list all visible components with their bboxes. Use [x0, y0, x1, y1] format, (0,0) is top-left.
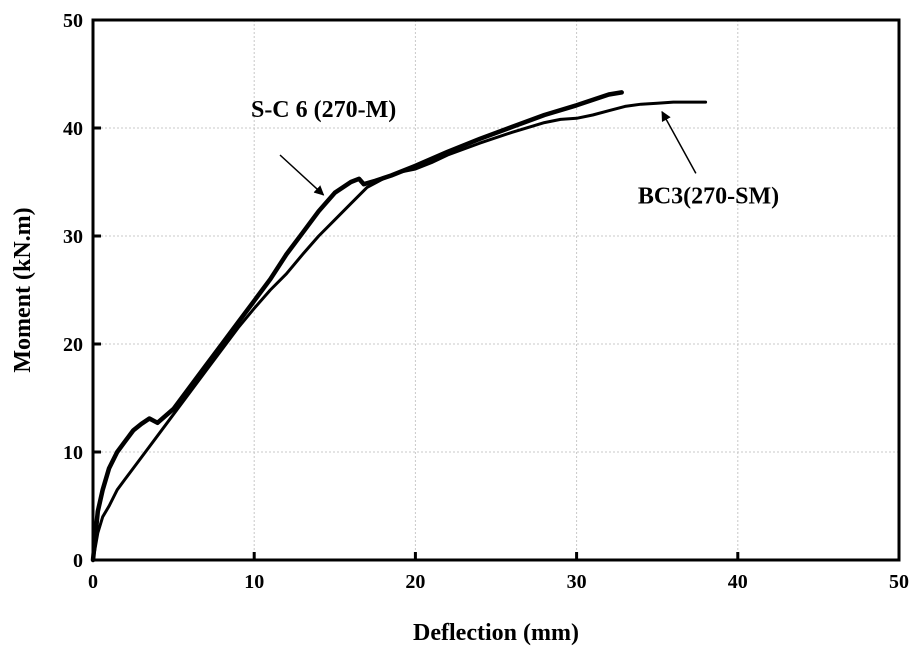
annotation-label: BC3(270-SM) — [638, 184, 779, 210]
x-axis-title: Deflection (mm) — [413, 620, 579, 646]
y-tick-label: 0 — [73, 550, 83, 572]
x-tick-label: 40 — [728, 571, 748, 593]
x-tick-label: 0 — [88, 571, 98, 593]
x-tick-label: 20 — [405, 571, 425, 593]
annotation-arrow — [279, 154, 325, 196]
y-tick-label: 30 — [63, 226, 83, 248]
annotation-arrow — [661, 110, 697, 174]
y-tick-label: 40 — [63, 118, 83, 140]
x-tick-label: 30 — [567, 571, 587, 593]
series-line-2 — [91, 100, 708, 562]
plot-frame — [91, 18, 901, 562]
axis-ticks: 0 10 20 30 40 50 0 10 20 30 40 50 — [63, 10, 909, 593]
grid-lines — [93, 20, 899, 560]
series-lines — [90, 90, 708, 563]
annotations: S-C 6 (270-M) BC3(270-SM) — [251, 97, 779, 209]
annotation-label: S-C 6 (270-M) — [251, 97, 396, 123]
y-tick-label: 50 — [63, 10, 83, 32]
x-tick-label: 50 — [889, 571, 909, 593]
series-line-1 — [90, 90, 624, 563]
y-tick-label: 20 — [63, 334, 83, 356]
y-axis-title: Moment (kN.m) — [10, 207, 36, 372]
x-tick-label: 10 — [244, 571, 264, 593]
y-tick-label: 10 — [63, 442, 83, 464]
